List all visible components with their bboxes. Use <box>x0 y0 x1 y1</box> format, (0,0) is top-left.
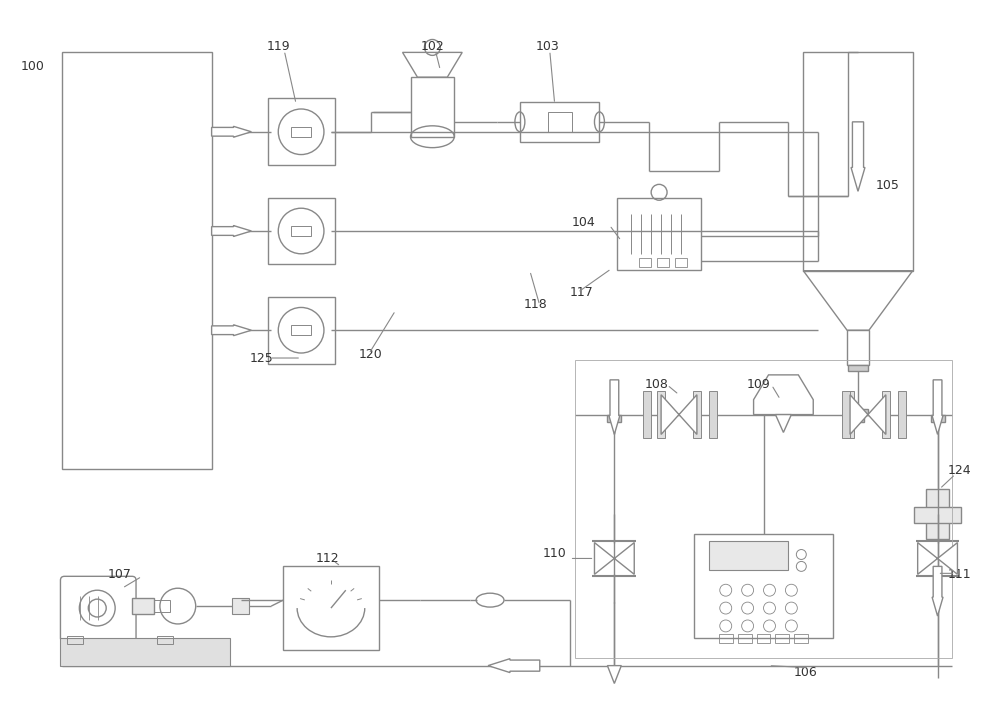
Bar <box>268 99 335 165</box>
Text: 117: 117 <box>570 286 593 299</box>
Text: 120: 120 <box>359 348 383 361</box>
Polygon shape <box>661 395 697 434</box>
Bar <box>520 102 599 142</box>
Text: 108: 108 <box>644 378 668 391</box>
Bar <box>794 634 808 643</box>
Bar <box>232 598 249 614</box>
Text: 105: 105 <box>876 179 900 192</box>
Bar <box>657 258 669 266</box>
Text: 125: 125 <box>249 352 273 365</box>
Bar <box>617 198 701 270</box>
Polygon shape <box>918 543 957 575</box>
Bar <box>157 636 173 644</box>
Bar <box>709 541 788 570</box>
Bar <box>850 415 864 421</box>
Bar <box>757 634 770 643</box>
Bar <box>268 198 335 264</box>
Bar <box>898 391 906 438</box>
Bar <box>931 415 945 421</box>
Polygon shape <box>609 380 620 434</box>
Bar <box>709 391 717 438</box>
Text: 109: 109 <box>747 378 770 391</box>
Bar <box>914 507 961 523</box>
Polygon shape <box>607 665 621 683</box>
Bar <box>657 391 665 438</box>
Bar <box>675 258 687 266</box>
Bar <box>639 258 651 266</box>
Bar <box>132 598 154 614</box>
Text: 112: 112 <box>316 552 340 564</box>
Bar <box>719 634 733 643</box>
Bar <box>67 636 83 644</box>
Bar <box>291 226 311 236</box>
Polygon shape <box>594 543 634 575</box>
Bar <box>848 409 868 415</box>
Polygon shape <box>775 415 791 433</box>
Bar <box>607 415 621 421</box>
Polygon shape <box>212 225 251 236</box>
Bar <box>548 112 572 132</box>
Bar <box>847 330 869 365</box>
Text: 102: 102 <box>420 40 444 53</box>
Text: 107: 107 <box>107 568 131 581</box>
Text: 100: 100 <box>21 60 45 73</box>
Text: 124: 124 <box>948 464 971 477</box>
Bar <box>775 634 789 643</box>
Polygon shape <box>212 325 251 336</box>
Text: 118: 118 <box>524 299 548 312</box>
Bar <box>693 391 701 438</box>
Bar <box>842 391 850 438</box>
Bar <box>848 365 868 371</box>
Bar <box>926 489 949 539</box>
Bar <box>575 360 952 657</box>
Text: 106: 106 <box>793 665 817 679</box>
Bar <box>694 534 833 638</box>
Text: 110: 110 <box>543 546 567 559</box>
Bar <box>291 325 311 336</box>
Bar <box>803 53 913 271</box>
Bar <box>283 567 379 649</box>
Polygon shape <box>850 395 886 434</box>
Bar <box>62 53 212 469</box>
Polygon shape <box>932 380 943 434</box>
Polygon shape <box>488 659 540 672</box>
Polygon shape <box>851 122 865 192</box>
Text: 104: 104 <box>572 216 595 229</box>
Polygon shape <box>932 567 943 616</box>
Bar <box>60 638 230 665</box>
Bar <box>291 127 311 137</box>
Bar <box>154 600 170 612</box>
Bar <box>268 297 335 364</box>
Text: 103: 103 <box>536 40 560 53</box>
Text: 111: 111 <box>948 568 971 581</box>
Bar <box>411 77 454 137</box>
Bar <box>882 391 890 438</box>
Bar <box>643 391 651 438</box>
Bar <box>846 391 854 438</box>
Polygon shape <box>212 126 251 138</box>
Bar <box>738 634 752 643</box>
Text: 119: 119 <box>266 40 290 53</box>
